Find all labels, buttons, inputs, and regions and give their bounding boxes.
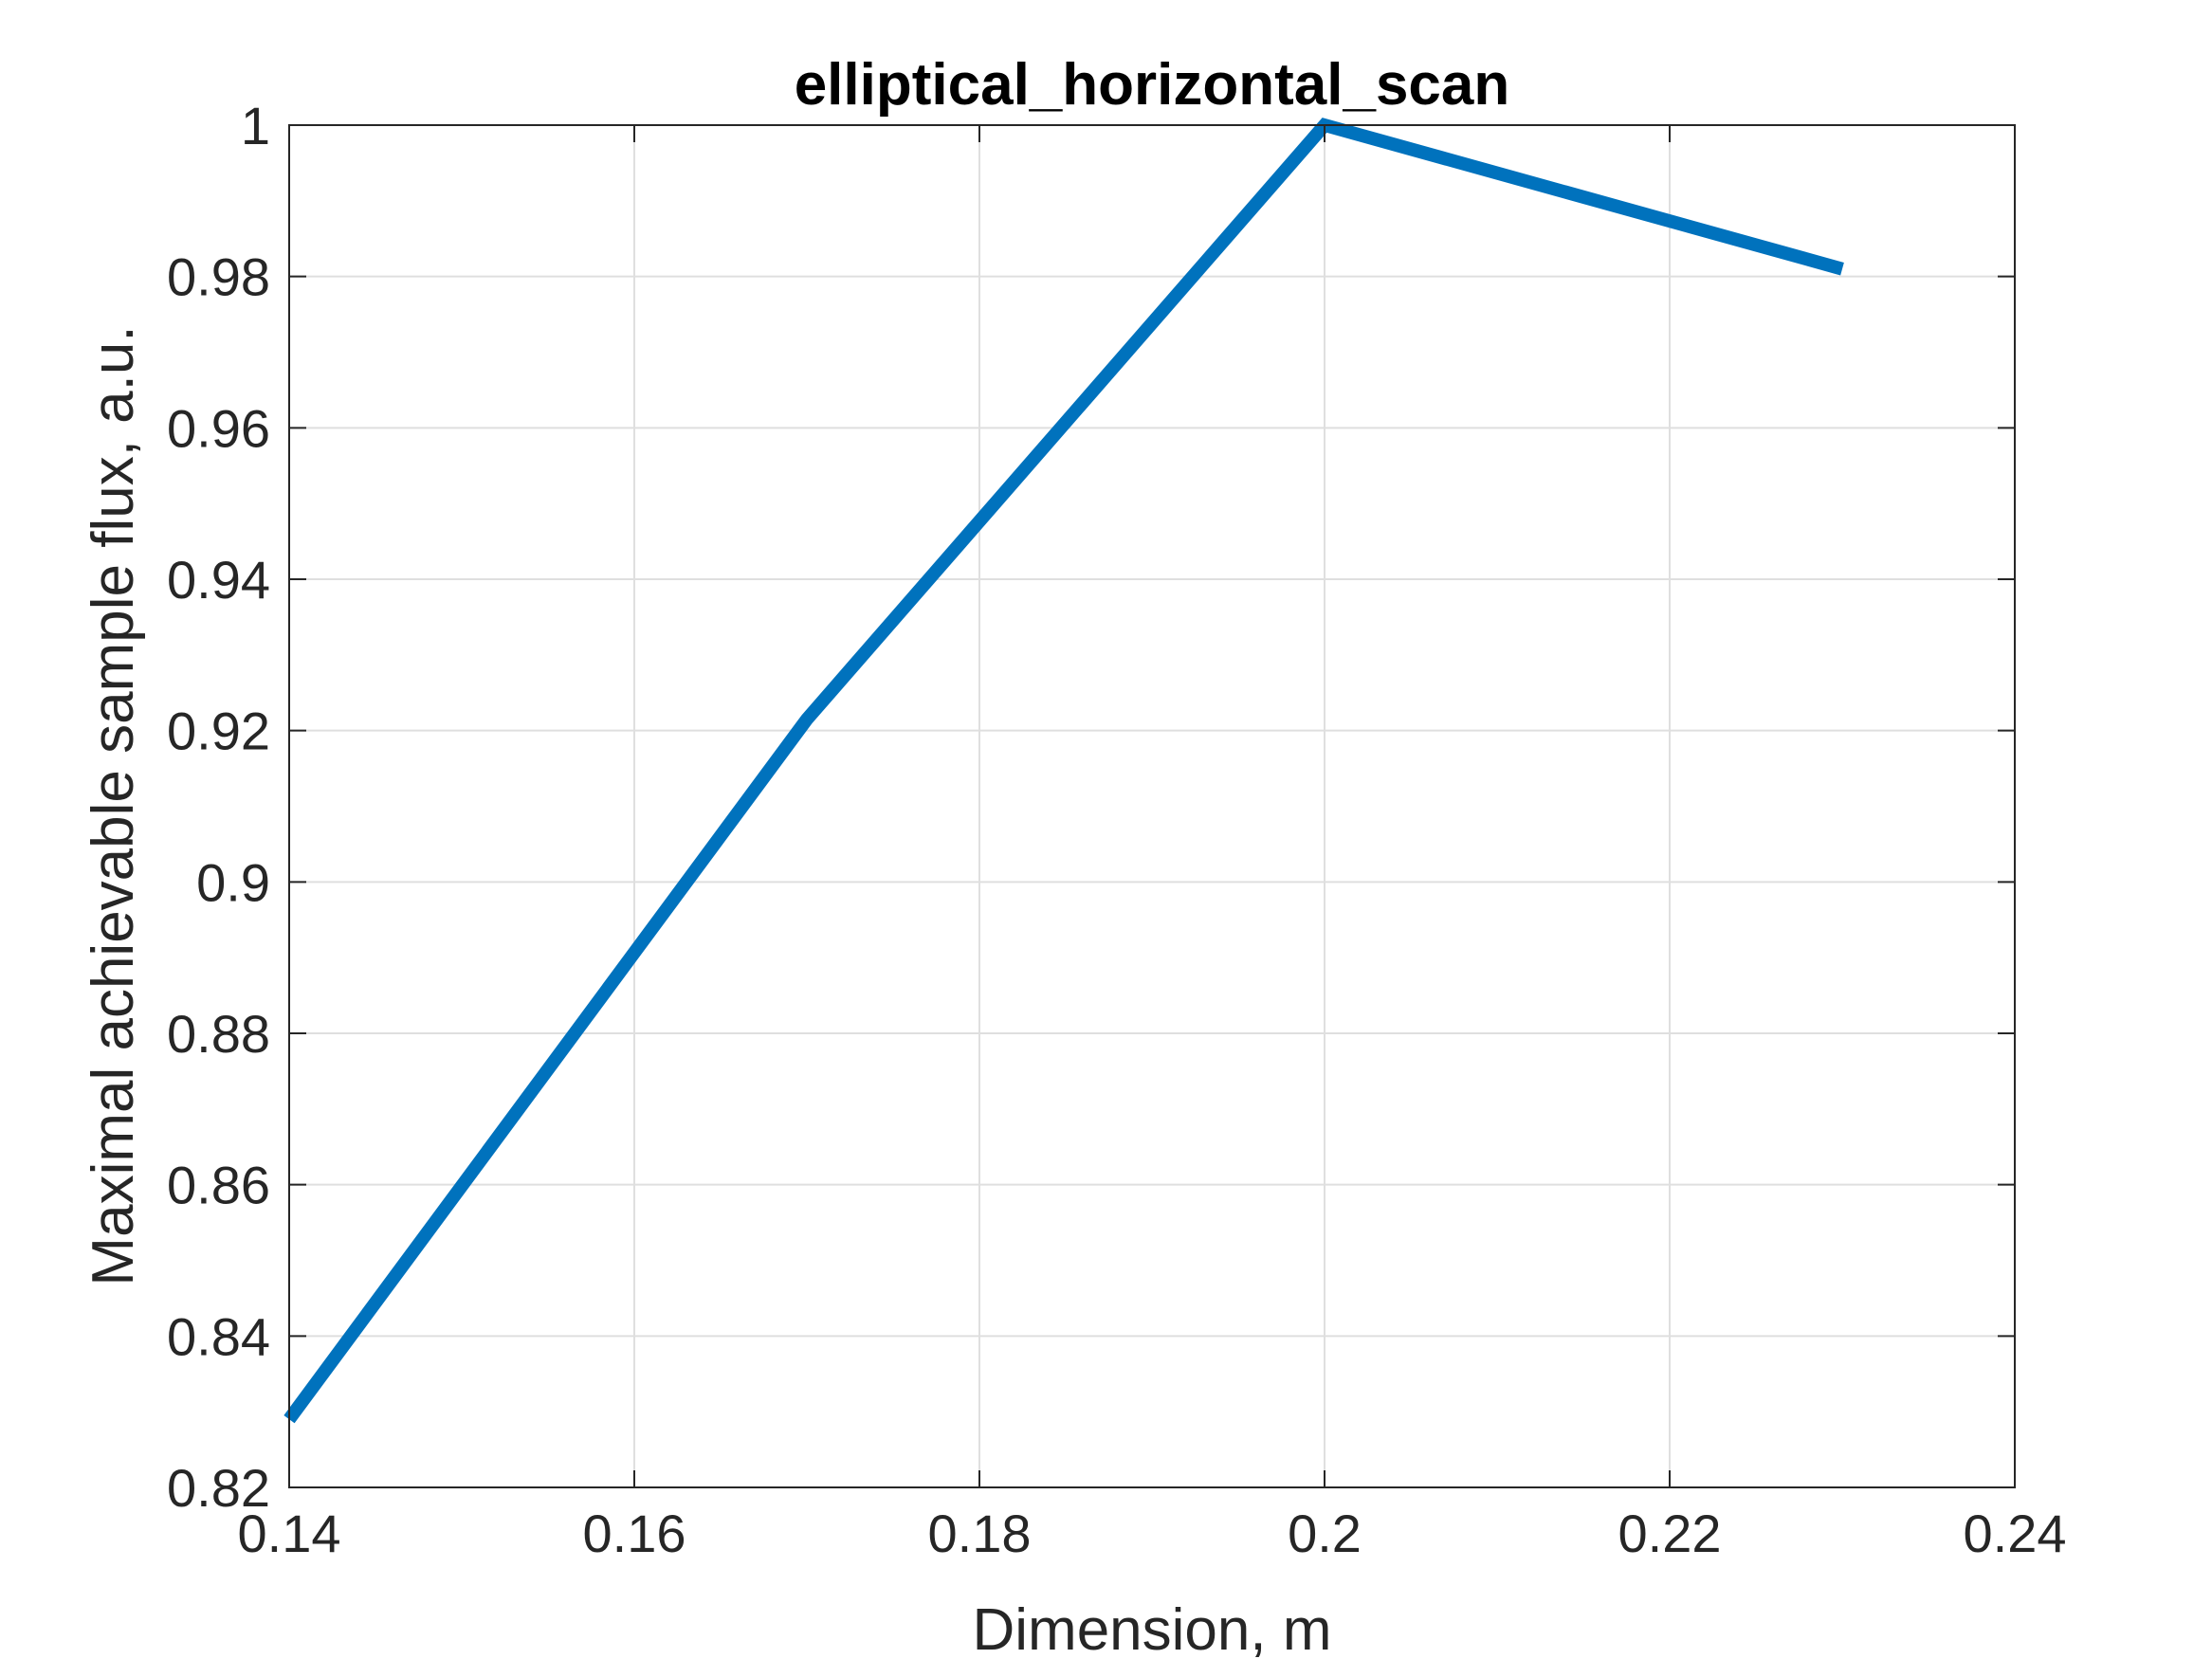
y-tick-label: 0.88 — [167, 1004, 270, 1064]
x-tick-label: 0.14 — [238, 1504, 341, 1563]
x-tick-label: 0.18 — [928, 1504, 1032, 1563]
plot-frame — [288, 124, 2016, 1488]
chart-title: elliptical_horizontal_scan — [795, 52, 1510, 118]
y-axis-label: Maximal achievable sample flux, a.u. — [81, 325, 146, 1285]
series-line — [283, 118, 1844, 1424]
x-tick-label: 0.16 — [583, 1504, 686, 1563]
y-tick-label: 0.94 — [167, 550, 270, 610]
data-series — [283, 118, 1844, 1424]
plot-area — [289, 125, 2015, 1487]
y-tick-label: 0.84 — [167, 1306, 270, 1366]
y-tick-label: 0.92 — [167, 702, 270, 761]
x-tick-label: 0.2 — [1288, 1504, 1362, 1563]
x-tick-labels: 0.14 0.16 0.18 0.2 0.22 0.24 — [238, 1504, 2067, 1563]
y-tick-label: 0.96 — [167, 398, 270, 458]
y-tick-label: 0.86 — [167, 1156, 270, 1215]
x-tick-label: 0.22 — [1618, 1504, 1722, 1563]
y-tick-label: 0.9 — [196, 852, 270, 912]
y-tick-label: 0.98 — [167, 247, 270, 307]
y-tick-label: 0.82 — [167, 1458, 270, 1518]
x-axis-label: Dimension, m — [973, 1597, 1332, 1659]
y-tick-label: 1 — [241, 96, 270, 155]
x-tick-label: 0.24 — [1964, 1504, 2067, 1563]
y-tick-labels: 0.82 0.84 0.86 0.88 0.9 0.92 0.94 0.96 0.98 1 — [167, 96, 270, 1518]
